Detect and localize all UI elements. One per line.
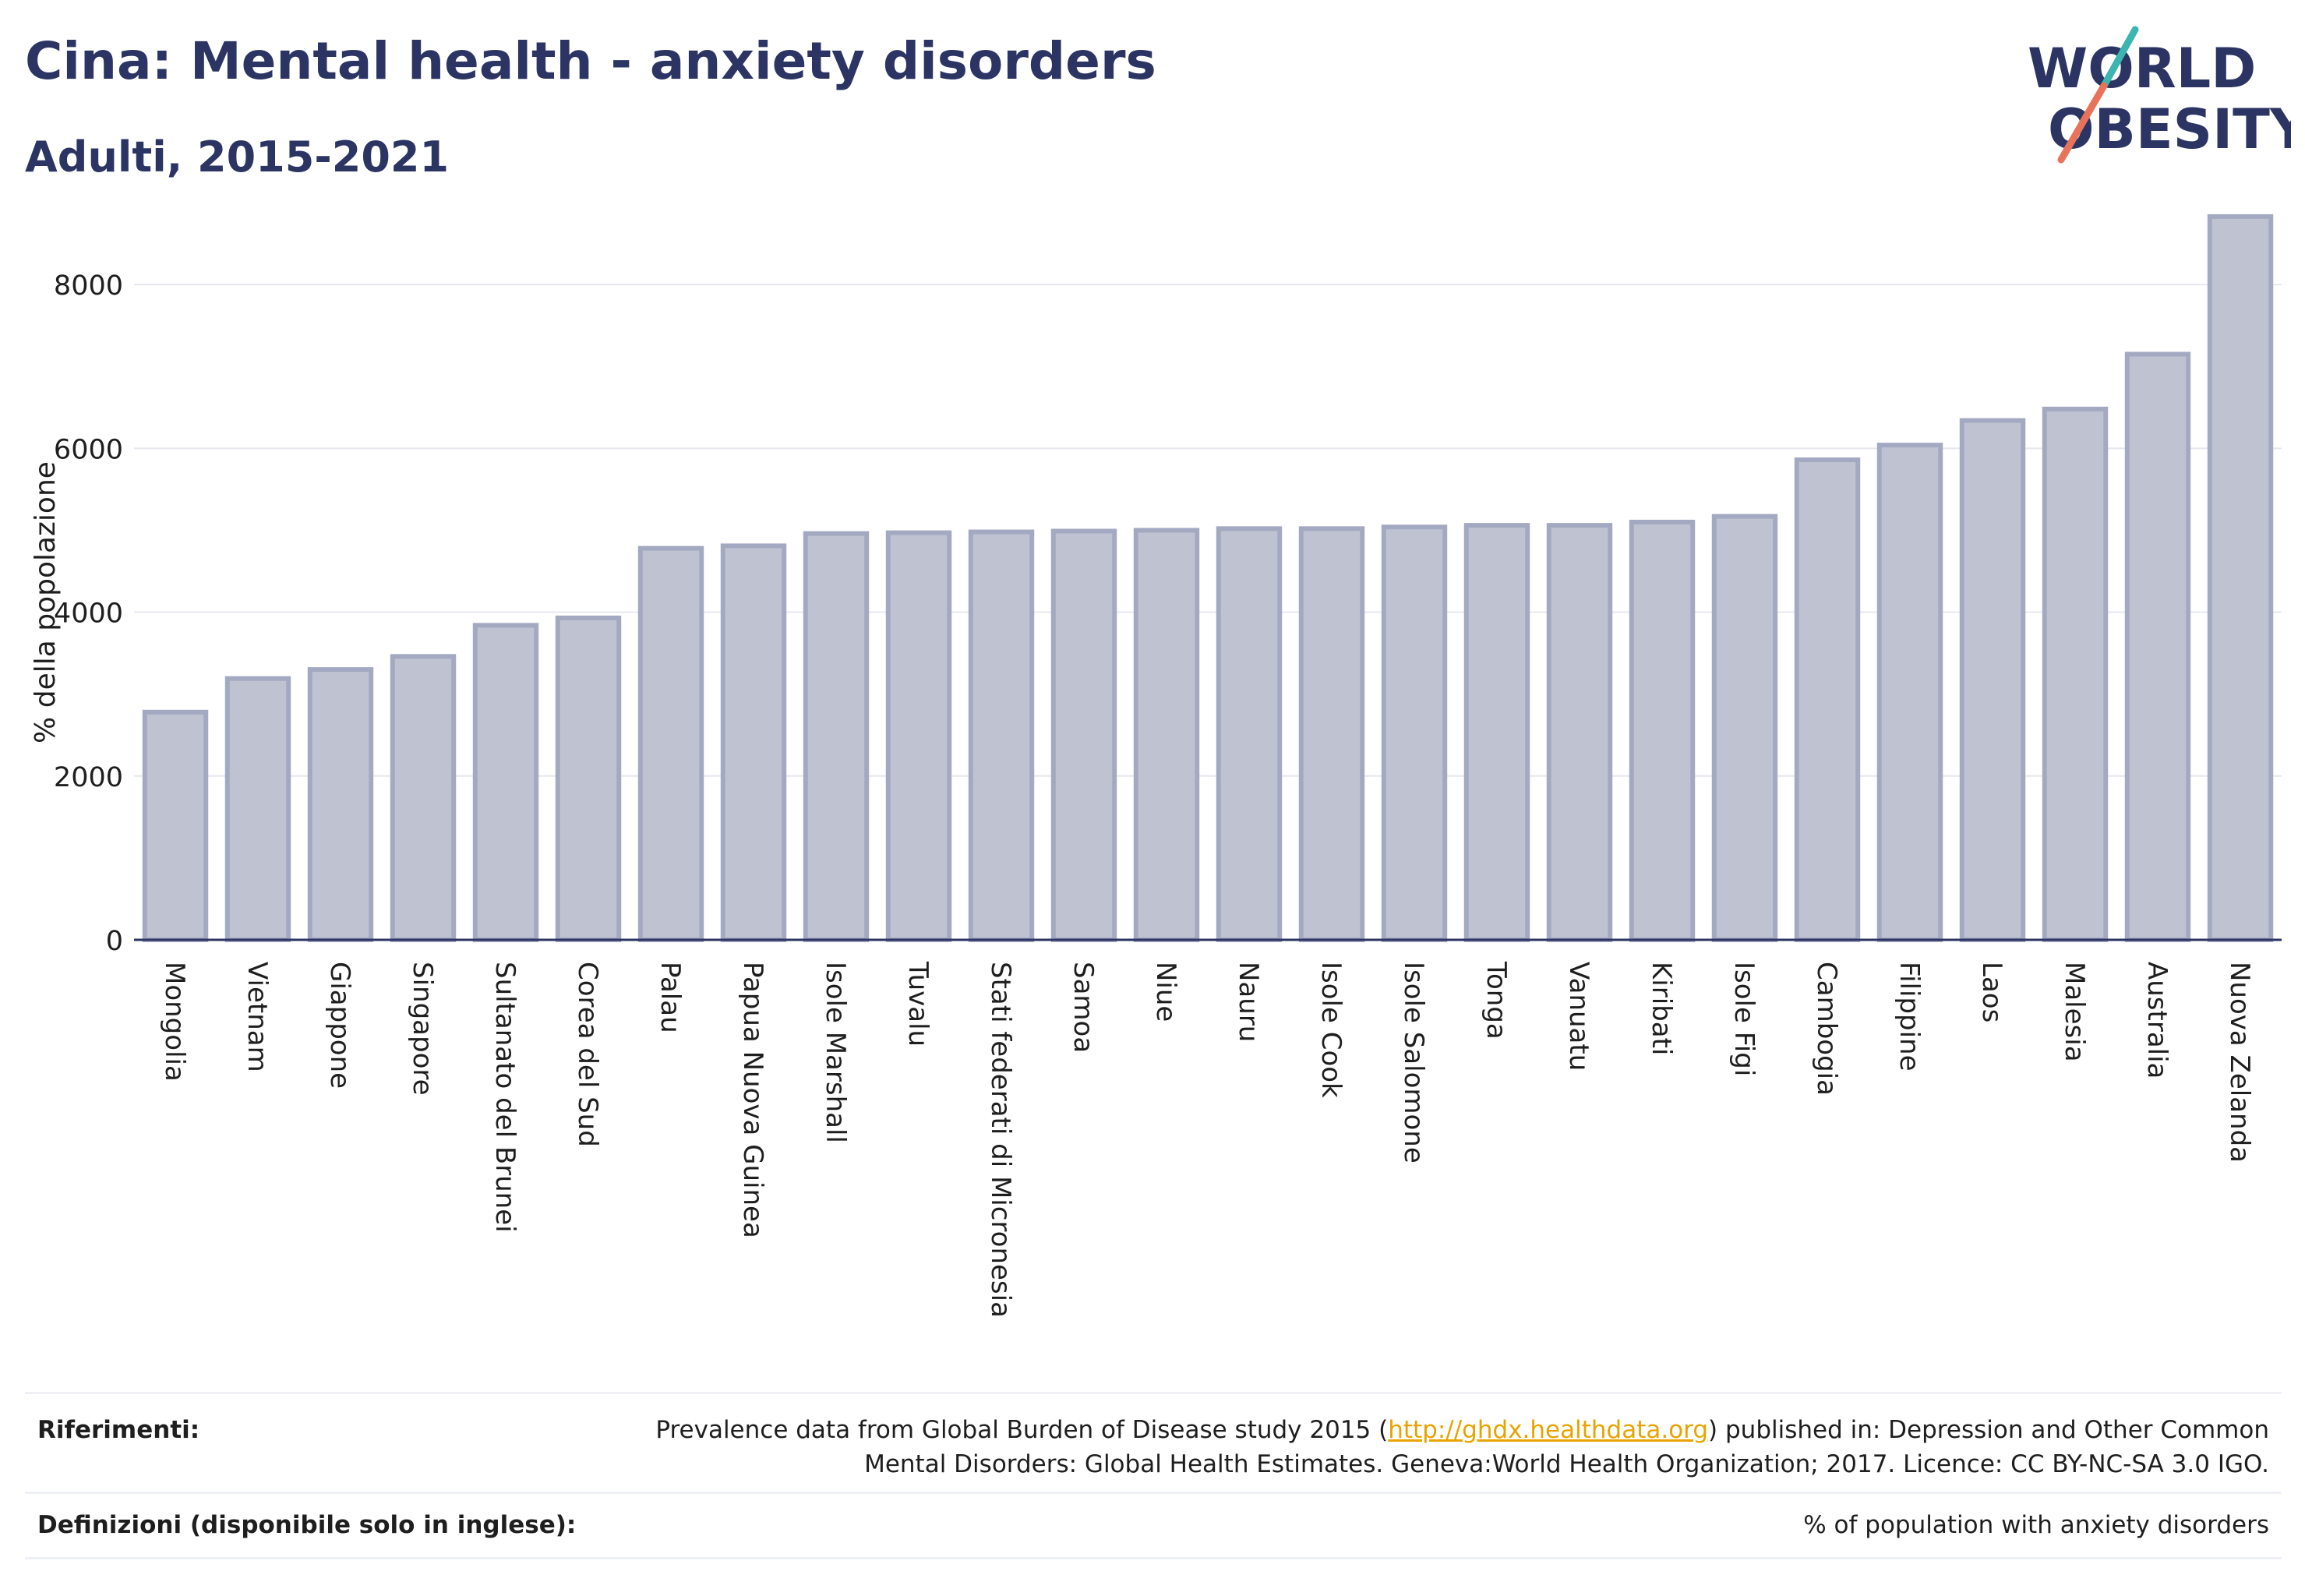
definitions-text: % of population with anxiety disorders — [1803, 1511, 2269, 1539]
bar[interactable] — [1050, 528, 1117, 942]
bar[interactable] — [1216, 526, 1283, 942]
bar[interactable] — [142, 709, 209, 943]
y-tick-label: 4000 — [54, 598, 123, 630]
bar[interactable] — [1546, 523, 1613, 942]
references-text-line2: Mental Disorders: Global Health Estimate… — [864, 1450, 2269, 1478]
bar[interactable] — [968, 529, 1035, 942]
bar[interactable] — [1711, 514, 1778, 942]
x-tick-label: Isole Cook — [1315, 962, 1347, 1098]
bar[interactable] — [2207, 214, 2274, 942]
bar[interactable] — [2042, 406, 2109, 942]
x-tick-label: Isole Figi — [1728, 962, 1760, 1076]
x-tick-label: Malesia — [2059, 962, 2090, 1062]
definitions-label: Definizioni (disponibile solo in inglese… — [37, 1511, 577, 1539]
x-tick-label: Filippine — [1894, 962, 1925, 1072]
y-tick-label: 2000 — [54, 762, 123, 793]
bar[interactable] — [472, 623, 539, 943]
y-axis-ticks: 0 2000 4000 6000 8000 — [54, 270, 123, 957]
page-subtitle: Adulti, 2015-2021 — [25, 132, 450, 182]
x-tick-label: Samoa — [1068, 962, 1099, 1053]
x-tick-label: Cambogia — [1811, 962, 1842, 1096]
chart-grid — [134, 284, 2282, 777]
x-tick-label: Papua Nuova Guinea — [737, 962, 768, 1238]
bar[interactable] — [1959, 418, 2026, 942]
references-text-after: ) published in: Depression and Other Com… — [1708, 1416, 2269, 1444]
x-tick-label: Nuova Zelanda — [2224, 962, 2255, 1163]
definitions-row: Definizioni (disponibile solo in inglese… — [25, 1492, 2282, 1559]
x-axis-ticks: Mongolia Vietnam Giappone Singapore Sultanat… — [159, 961, 2255, 1318]
bar[interactable] — [885, 530, 952, 942]
bar[interactable] — [1298, 526, 1365, 942]
references-row: Riferimenti: Prevalence data from Global… — [25, 1392, 2282, 1494]
bar[interactable] — [1876, 443, 1943, 942]
x-tick-label: Mongolia — [159, 962, 190, 1082]
bar[interactable] — [2124, 351, 2191, 942]
bar[interactable] — [555, 615, 622, 942]
bar[interactable] — [1133, 528, 1200, 942]
y-tick-label: 8000 — [54, 270, 123, 302]
x-tick-label: Isole Salomone — [1398, 962, 1429, 1163]
x-tick-label: Isole Marshall — [820, 962, 851, 1143]
x-tick-label: Niue — [1150, 962, 1181, 1022]
x-tick-label: Australia — [2141, 962, 2173, 1079]
bar[interactable] — [1794, 457, 1861, 942]
references-link[interactable]: http://ghdx.healthdata.org — [1388, 1416, 1709, 1444]
logo-slash-top — [2100, 26, 2139, 90]
x-tick-label: Laos — [1976, 962, 2007, 1022]
bar[interactable] — [720, 543, 787, 942]
page-title: Cina: Mental health - anxiety disorders — [25, 31, 1156, 91]
x-tick-label: Kiribati — [1646, 962, 1677, 1055]
bar[interactable] — [390, 654, 457, 942]
footer-bottom-rule — [25, 1557, 2282, 1560]
bar-chart: 0 2000 4000 6000 8000 Mongolia Vietnam Giappon… — [30, 214, 2282, 1318]
x-tick-label: Vanuatu — [1563, 962, 1594, 1071]
x-tick-label: Tuvalu — [902, 961, 934, 1047]
x-tick-label: Singapore — [407, 962, 438, 1096]
x-tick-label: Sultanato del Brunei — [489, 962, 521, 1233]
x-tick-label: Nauru — [1233, 962, 1264, 1042]
references-label: Riferimenti: — [37, 1416, 200, 1444]
references-text-before: Prevalence data from Global Burden of Di… — [655, 1416, 1389, 1444]
logo-slash-bottom — [2057, 82, 2108, 164]
x-tick-label: Palau — [655, 962, 686, 1033]
y-tick-label: 6000 — [54, 434, 123, 465]
x-tick-label: Stati federati di Micronesia — [985, 962, 1016, 1318]
bar[interactable] — [307, 667, 374, 943]
x-tick-label: Tonga — [1481, 961, 1512, 1040]
x-tick-label: Corea del Sud — [572, 962, 603, 1147]
bar[interactable] — [1381, 524, 1448, 942]
bar[interactable] — [224, 676, 291, 942]
x-tick-label: Vietnam — [242, 962, 273, 1072]
logo-line1: WORLD — [2028, 37, 2256, 101]
bar[interactable] — [1463, 523, 1530, 942]
bar[interactable] — [803, 531, 870, 942]
y-axis-label: % della popolazione — [30, 461, 62, 743]
bar[interactable] — [1629, 519, 1696, 942]
bar[interactable] — [637, 546, 704, 943]
references-text: Prevalence data from Global Burden of Di… — [655, 1413, 2269, 1481]
x-tick-label: Giappone — [324, 962, 355, 1089]
y-tick-label: 0 — [106, 926, 123, 957]
chart-bars — [142, 214, 2274, 943]
world-obesity-logo: WORLD OBESITY — [2028, 26, 2291, 164]
